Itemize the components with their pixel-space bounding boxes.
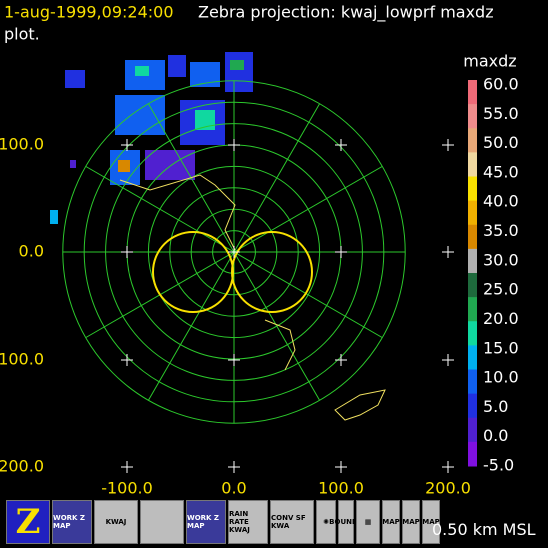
colorbar-swatch <box>468 80 477 105</box>
y-label: 200.0 <box>0 457 44 476</box>
azimuth-line <box>85 166 235 253</box>
colorbar-label: -5.0 <box>483 456 514 475</box>
colorbar-label: 25.0 <box>483 280 519 299</box>
colorbar-swatch <box>468 152 477 177</box>
azimuth-line <box>233 166 383 253</box>
toolbar-button[interactable]: MAP <box>422 500 440 544</box>
plot-title-cont: plot. <box>4 25 40 44</box>
toolbar-button[interactable]: Z <box>6 500 50 544</box>
colorbar-swatch <box>468 417 477 443</box>
toolbar-button[interactable]: MAP <box>382 500 400 544</box>
toolbar-button[interactable]: CONV SF KWA <box>270 500 314 544</box>
colorbar-label: 40.0 <box>483 192 519 211</box>
timestamp: 1-aug-1999,09:24:00 <box>4 3 174 22</box>
colorbar-label: 60.0 <box>483 75 519 94</box>
plot-title: Zebra projection: kwaj_lowprf maxdz <box>198 3 494 23</box>
status-altitude: 0.50 km MSL <box>432 520 536 539</box>
colorbar-swatch <box>468 321 477 346</box>
colorbar-label: 45.0 <box>483 162 519 181</box>
colorbar-label: 10.0 <box>483 368 519 387</box>
azimuth-line <box>148 251 235 401</box>
toolbar-button[interactable]: ✺ <box>316 500 336 544</box>
colorbar-label: 55.0 <box>483 104 519 123</box>
colorbar-swatch <box>468 369 477 395</box>
x-label: 100.0 <box>318 479 364 498</box>
beam-pattern <box>152 231 313 313</box>
y-label: 100.0 <box>0 350 44 369</box>
toolbar-button[interactable]: BOUNDS <box>329 500 363 544</box>
y-label: 0.0 <box>19 242 44 261</box>
colorbar-swatch <box>468 297 477 322</box>
colorbar-swatch <box>468 176 477 202</box>
range-rings <box>62 80 406 424</box>
x-label: 0.0 <box>221 479 246 498</box>
colorbar-label: 35.0 <box>483 221 519 240</box>
toolbar-button[interactable]: WORK Z MAP <box>52 500 92 544</box>
radar-plot: 1-aug-1999,09:24:00 Zebra projection: kw… <box>0 3 519 498</box>
axis-labels: 100.0 0.0 100.0 200.0 -100.0 0.0 100.0 200.0 <box>0 135 471 498</box>
azimuth-line <box>233 251 320 401</box>
colorbar-swatch <box>468 273 477 298</box>
toolbar-button[interactable]: ▦ <box>356 500 380 544</box>
toolbar-button[interactable]: MAP <box>402 500 420 544</box>
azimuth-line <box>233 251 383 338</box>
colorbar-label: 0.0 <box>483 426 508 445</box>
colorbar-swatch <box>468 104 477 129</box>
colorbar-swatch <box>468 224 477 250</box>
toolbar-button[interactable]: WORK Z MAP <box>186 500 226 544</box>
colorbar-label: 30.0 <box>483 250 519 269</box>
colorbar-label: 20.0 <box>483 309 519 328</box>
colorbar-label: 5.0 <box>483 397 508 416</box>
colorbar-swatch <box>468 128 477 153</box>
grid-crosses <box>121 139 454 473</box>
colorbar-label: 50.0 <box>483 133 519 152</box>
colorbar-swatch <box>468 393 477 419</box>
azimuth-line <box>233 103 320 253</box>
range-ring <box>62 80 406 424</box>
x-label: 200.0 <box>425 479 471 498</box>
colorbar-swatch <box>468 200 477 226</box>
colorbar: 60.0 55.0 50.0 45.0 40.0 35.0 30.0 25.0 20.0 15.0… <box>468 75 519 475</box>
toolbar-button[interactable]: KWAJ <box>94 500 138 544</box>
toolbar-button[interactable]: RAIN RATE KWAJ <box>228 500 268 544</box>
colorbar-title: maxdz <box>463 52 516 71</box>
colorbar-swatch <box>468 345 477 370</box>
coastline <box>119 174 386 421</box>
colorbar-swatch <box>468 441 477 467</box>
colorbar-label: 15.0 <box>483 338 519 357</box>
toolbar-button[interactable] <box>140 500 184 544</box>
radar-echoes <box>50 52 253 224</box>
y-label: 100.0 <box>0 135 44 154</box>
x-label: -100.0 <box>101 479 153 498</box>
colorbar-swatch <box>468 248 477 274</box>
